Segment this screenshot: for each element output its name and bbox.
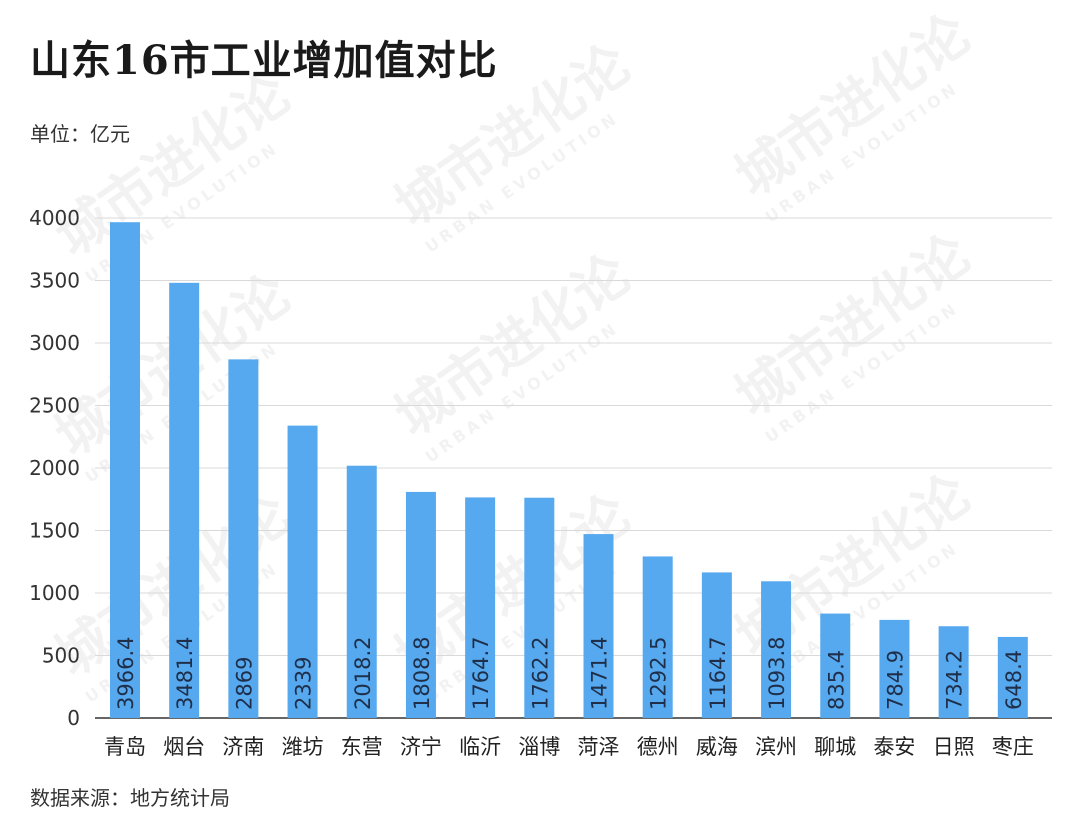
data-label: 1093.8 bbox=[765, 637, 789, 710]
bar bbox=[820, 613, 851, 718]
data-label: 1164.7 bbox=[706, 637, 730, 710]
data-source: 数据来源：地方统计局 bbox=[30, 786, 230, 810]
x-tick-label: 聊城 bbox=[814, 735, 856, 759]
x-tick-label: 泰安 bbox=[873, 735, 915, 759]
y-tick-label: 1500 bbox=[29, 519, 80, 543]
y-tick-label: 4000 bbox=[29, 206, 80, 230]
bar bbox=[405, 491, 436, 718]
bar bbox=[346, 465, 377, 718]
x-tick-label: 日照 bbox=[933, 735, 975, 759]
x-tick-label: 青岛 bbox=[104, 735, 146, 759]
data-label: 1471.4 bbox=[588, 637, 612, 710]
data-label: 1764.7 bbox=[469, 637, 493, 710]
x-tick-label: 东营 bbox=[341, 735, 383, 759]
x-tick-label: 滨州 bbox=[755, 735, 797, 759]
bar bbox=[228, 359, 259, 718]
data-label: 2339 bbox=[292, 657, 316, 710]
unit-label: 单位：亿元 bbox=[30, 122, 130, 146]
data-label: 2869 bbox=[232, 657, 256, 710]
x-tick-label: 临沂 bbox=[459, 735, 501, 759]
x-tick-label: 潍坊 bbox=[282, 735, 324, 759]
bar bbox=[997, 636, 1028, 718]
data-label: 3966.4 bbox=[114, 637, 138, 710]
x-tick-label: 淄博 bbox=[518, 735, 560, 759]
y-tick-label: 0 bbox=[67, 706, 80, 730]
bar bbox=[169, 282, 200, 718]
bar bbox=[761, 581, 792, 718]
bar bbox=[110, 222, 140, 718]
data-label: 1808.8 bbox=[410, 637, 434, 710]
x-tick-label: 菏泽 bbox=[578, 735, 620, 759]
data-label: 3481.4 bbox=[173, 637, 197, 710]
bar bbox=[524, 497, 555, 718]
y-tick-label: 500 bbox=[42, 644, 80, 668]
data-label: 835.4 bbox=[824, 650, 848, 710]
bar bbox=[583, 534, 614, 718]
x-tick-label: 济宁 bbox=[400, 735, 442, 759]
x-tick-label: 济南 bbox=[222, 735, 264, 759]
data-label: 784.9 bbox=[883, 650, 907, 710]
data-label: 648.4 bbox=[1002, 650, 1026, 710]
bar bbox=[642, 556, 673, 718]
y-tick-label: 3000 bbox=[29, 331, 80, 355]
data-label: 734.2 bbox=[943, 650, 967, 710]
x-tick-label: 威海 bbox=[696, 735, 738, 759]
bar bbox=[287, 425, 318, 718]
bar bbox=[701, 572, 732, 718]
bar bbox=[465, 497, 496, 718]
bar bbox=[938, 626, 969, 718]
y-tick-label: 1000 bbox=[29, 581, 80, 605]
x-tick-label: 德州 bbox=[637, 735, 679, 759]
data-label: 1762.2 bbox=[528, 637, 552, 710]
chart-title: 山东16市工业增加值对比 bbox=[30, 37, 498, 84]
data-label: 1292.5 bbox=[647, 637, 671, 710]
data-label: 2018.2 bbox=[351, 637, 375, 710]
y-tick-label: 2500 bbox=[29, 394, 80, 418]
x-tick-label: 烟台 bbox=[163, 735, 205, 759]
y-tick-label: 3500 bbox=[29, 269, 80, 293]
x-tick-label: 枣庄 bbox=[992, 735, 1034, 759]
y-tick-label: 2000 bbox=[29, 456, 80, 480]
bar bbox=[879, 619, 910, 718]
